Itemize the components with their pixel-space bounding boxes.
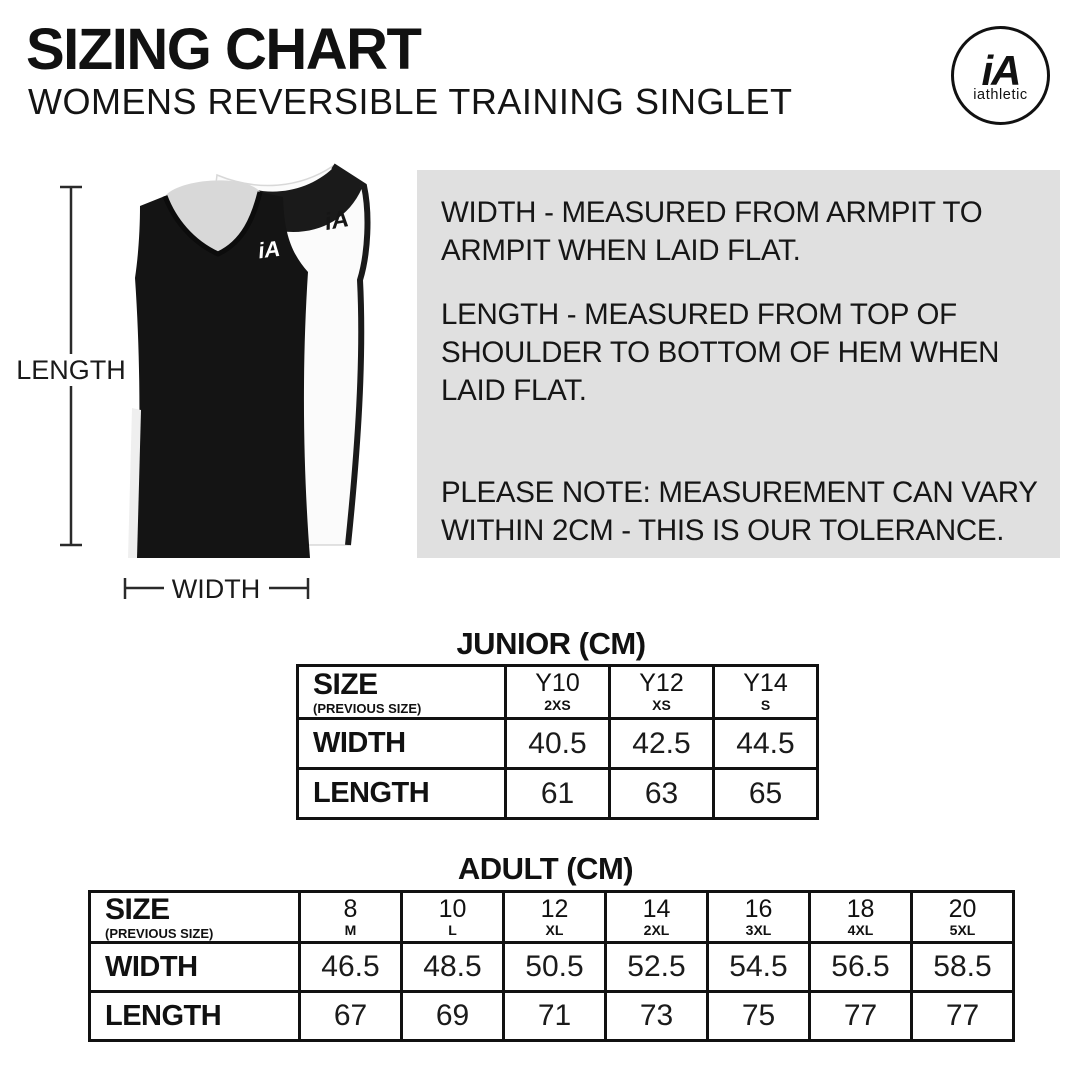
product-image: iA iA LENGTH WIDTH [18,163,371,604]
previous-size-value: 4XL [847,921,874,938]
size-header-cell: SIZE (PREVIOUS SIZE) [296,664,507,720]
size-value: 16 [744,894,773,923]
width-value: 46.5 [298,941,403,994]
previous-size-value: XL [545,921,564,938]
previous-size-value: 2XS [544,696,571,713]
size-header: SIZE [105,893,170,926]
size-value: 12 [540,894,569,923]
black-singlet-logo-icon: iA [257,236,282,263]
length-row-label: LENGTH [88,990,301,1043]
size-column-header: Y10 2XS [504,664,611,720]
previous-size-value: 5XL [949,921,976,938]
width-value: 58.5 [910,941,1015,994]
table-row: WIDTH 46.5 48.5 50.5 52.5 54.5 56.5 58.5 [88,941,1015,994]
previous-size-value: 2XL [643,921,670,938]
size-value: Y12 [639,669,684,698]
size-column-header: 16 3XL [706,889,811,945]
length-value: 69 [400,990,505,1043]
size-value: 10 [438,894,467,923]
note-width: WIDTH - MEASURED FROM ARMPIT TO ARMPIT W… [441,194,1046,270]
size-value: 20 [948,894,977,923]
width-value: 42.5 [608,717,715,770]
previous-size-value: XS [652,696,671,713]
width-value: 56.5 [808,941,913,994]
previous-size-header: (PREVIOUS SIZE) [105,926,214,941]
previous-size-header: (PREVIOUS SIZE) [313,700,422,716]
length-value: 71 [502,990,607,1043]
measurement-notes-box: WIDTH - MEASURED FROM ARMPIT TO ARMPIT W… [417,170,1060,558]
length-value: 77 [808,990,913,1043]
note-line: SHOULDER TO BOTTOM OF HEM WHEN [441,336,1000,369]
size-value: Y10 [535,669,580,698]
note-line: LAID FLAT. [441,374,587,407]
previous-size-value: L [448,921,457,938]
brand-logo-mark-icon: iA [981,46,1022,94]
table-row: SIZE (PREVIOUS SIZE) Y10 2XS Y12 XS Y14 … [296,664,819,720]
size-column-header: 18 4XL [808,889,913,945]
width-dimension-label: WIDTH [172,574,260,604]
brand-logo-name: iathletic [973,87,1028,104]
width-value: 50.5 [502,941,607,994]
note-line: WITHIN 2CM - THIS IS OUR TOLERANCE. [441,514,1005,547]
junior-table-title: JUNIOR (CM) [456,626,646,661]
table-row: LENGTH 61 63 65 [296,767,819,820]
length-row-label: LENGTH [296,767,507,820]
length-dimension [60,185,82,547]
width-value: 44.5 [712,717,819,770]
width-row-label: WIDTH [296,717,507,770]
length-value: 67 [298,990,403,1043]
width-value: 48.5 [400,941,505,994]
black-singlet: iA [128,180,310,558]
adult-table-title: ADULT (CM) [457,851,634,886]
size-column-header: Y12 XS [608,664,715,720]
size-column-header: 12 XL [502,889,607,945]
width-value: 52.5 [604,941,709,994]
width-value: 54.5 [706,941,811,994]
size-value: 14 [642,894,671,923]
junior-size-table: SIZE (PREVIOUS SIZE) Y10 2XS Y12 XS Y14 … [296,664,819,820]
previous-size-value: 3XL [745,921,772,938]
size-column-header: 20 5XL [910,889,1015,945]
white-singlet-logo-icon: iA [323,205,351,236]
note-line: LENGTH - MEASURED FROM TOP OF [441,298,957,331]
size-column-header: 10 L [400,889,505,945]
previous-size-value: S [760,696,771,713]
length-value: 63 [608,767,715,820]
width-dimension [123,578,310,599]
length-value: 77 [910,990,1015,1043]
size-header: SIZE [313,667,378,701]
length-value: 61 [504,767,611,820]
size-header-cell: SIZE (PREVIOUS SIZE) [88,889,301,945]
size-column-header: 14 2XL [604,889,709,945]
previous-size-value: M [344,921,357,938]
note-tolerance: PLEASE NOTE: MEASUREMENT CAN VARY WITHIN… [441,474,1046,550]
brand-logo: iA iathletic [951,26,1050,125]
product-subtitle: WOMENS REVERSIBLE TRAINING SINGLET [28,81,793,122]
size-value: Y14 [743,669,788,698]
size-column-header: Y14 S [712,664,819,720]
note-line: WIDTH - MEASURED FROM ARMPIT TO [441,196,983,229]
adult-size-table: SIZE (PREVIOUS SIZE) 8 M 10 L 12 XL 14 2… [88,889,1015,1043]
length-value: 75 [706,990,811,1043]
length-dimension-label: LENGTH [18,355,126,385]
note-line: ARMPIT WHEN LAID FLAT. [441,234,801,267]
size-value: 8 [343,894,358,923]
width-value: 40.5 [504,717,611,770]
size-column-header: 8 M [298,889,403,945]
page-title: SIZING CHART [26,17,422,82]
note-length: LENGTH - MEASURED FROM TOP OF SHOULDER T… [441,296,1046,410]
table-row: SIZE (PREVIOUS SIZE) 8 M 10 L 12 XL 14 2… [88,889,1015,945]
length-value: 65 [712,767,819,820]
size-value: 18 [846,894,875,923]
note-line: PLEASE NOTE: MEASUREMENT CAN VARY [441,476,1038,509]
table-row: WIDTH 40.5 42.5 44.5 [296,717,819,770]
length-value: 73 [604,990,709,1043]
table-row: LENGTH 67 69 71 73 75 77 77 [88,990,1015,1043]
width-row-label: WIDTH [88,941,301,994]
